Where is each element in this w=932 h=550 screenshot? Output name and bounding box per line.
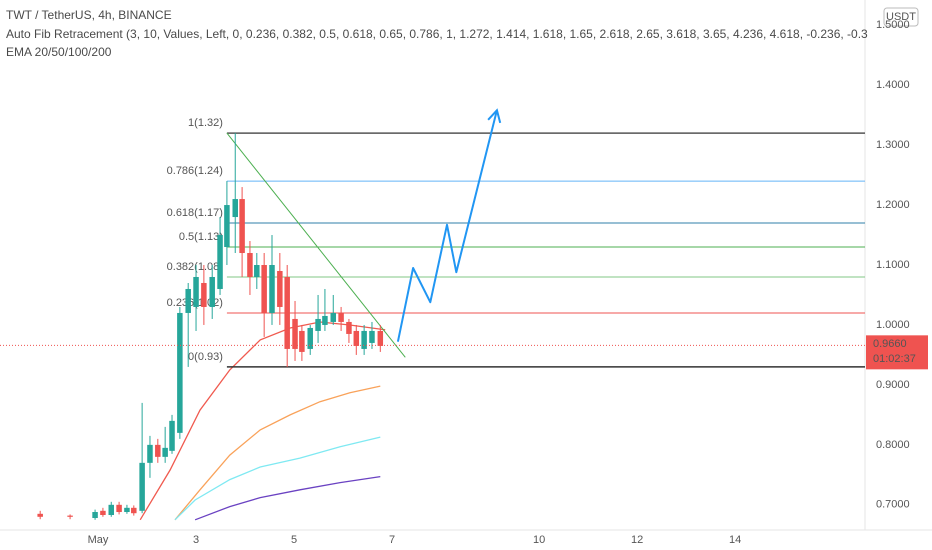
x-tick-label: 14 — [729, 534, 741, 546]
y-tick-label: 1.2000 — [876, 199, 910, 211]
x-tick-label: 10 — [533, 534, 545, 546]
y-tick-label: 0.9000 — [876, 379, 910, 391]
candle-body — [377, 330, 384, 346]
candle-body — [147, 444, 153, 463]
fib-label: 0.5(1.13) — [179, 231, 223, 243]
fib-label: 0.786(1.24) — [167, 165, 223, 177]
candle-body — [201, 282, 207, 307]
candle-body — [177, 312, 183, 433]
candle-body — [330, 312, 337, 322]
candle-body — [315, 318, 321, 331]
overlay: TWT / TetherUS, 4h, BINANCE Auto Fib Ret… — [6, 7, 928, 546]
projection-line — [396, 110, 498, 342]
y-tick-label: 1.3000 — [876, 139, 910, 151]
candle-body — [108, 504, 114, 516]
candle-body — [346, 321, 352, 334]
candle-body — [261, 265, 267, 313]
projection-arrowhead — [487, 108, 502, 124]
candle-body — [247, 253, 253, 277]
candle-body — [307, 327, 313, 349]
candle-body — [185, 288, 191, 313]
last-price-label: 0.9660 — [873, 338, 907, 350]
ema-line — [139, 321, 386, 521]
trendline — [226, 132, 406, 358]
candle-body — [284, 276, 290, 349]
candle-body — [209, 276, 215, 307]
y-tick-label: 1.0000 — [876, 319, 910, 331]
candle-body — [299, 330, 305, 352]
fib-indicator: Auto Fib Retracement (3, 10, Values, Lef… — [6, 27, 868, 41]
candle-body — [155, 444, 161, 457]
ema-indicator: EMA 20/50/100/200 — [6, 45, 112, 59]
x-tick-label: 3 — [193, 534, 199, 546]
x-tick-label: May — [88, 534, 109, 546]
candle-body — [67, 515, 73, 517]
candle-body — [239, 199, 245, 254]
candle-body — [292, 318, 298, 349]
fib-label: 0.382(1.08) — [167, 261, 223, 273]
candle-body — [338, 312, 344, 322]
candle-body — [322, 315, 328, 325]
countdown-label: 01:02:37 — [873, 353, 916, 365]
fib-label: 1(1.32) — [188, 117, 223, 129]
candle-body — [217, 235, 223, 289]
candle-body — [224, 205, 230, 248]
chart-title: TWT / TetherUS, 4h, BINANCE — [6, 8, 172, 22]
y-tick-label: 1.5000 — [876, 19, 910, 31]
candle-body — [100, 510, 106, 516]
last-price-box — [866, 335, 928, 370]
fib-label: 0(0.93) — [188, 351, 223, 363]
candle-body — [369, 330, 375, 343]
candle-body — [131, 507, 137, 514]
candle-body — [361, 330, 367, 349]
currency-label[interactable]: USDT — [886, 11, 916, 23]
y-tick-label: 1.4000 — [876, 79, 910, 91]
candle-body — [269, 265, 275, 313]
candle-body — [277, 270, 283, 307]
currency-badge[interactable] — [883, 7, 919, 27]
plot: 1(1.32) 0.786(1.24) 0.618(1.17) 0.5(1.13) 0.… — [0, 108, 865, 521]
y-tick-label: 0.7000 — [876, 499, 910, 511]
candle-body — [254, 265, 260, 277]
candle-body — [232, 199, 238, 218]
candle-body — [116, 504, 122, 513]
y-tick-label: 0.8000 — [876, 439, 910, 451]
ema-line — [194, 475, 381, 521]
candle-body — [353, 330, 360, 346]
candle-body — [193, 276, 199, 307]
fib-label: 0.618(1.17) — [167, 207, 223, 219]
candle-body — [169, 420, 175, 451]
ema-line — [174, 385, 381, 521]
candle-body — [139, 462, 145, 511]
candle-body — [162, 447, 168, 457]
x-tick-label: 12 — [631, 534, 643, 546]
x-tick-label: 5 — [291, 534, 297, 546]
x-tick-label: 7 — [389, 534, 395, 546]
candle-body — [124, 507, 130, 513]
candle-body — [37, 513, 43, 517]
candle-body — [92, 512, 98, 519]
y-tick-label: 1.1000 — [876, 259, 910, 271]
ema-line — [174, 436, 381, 521]
